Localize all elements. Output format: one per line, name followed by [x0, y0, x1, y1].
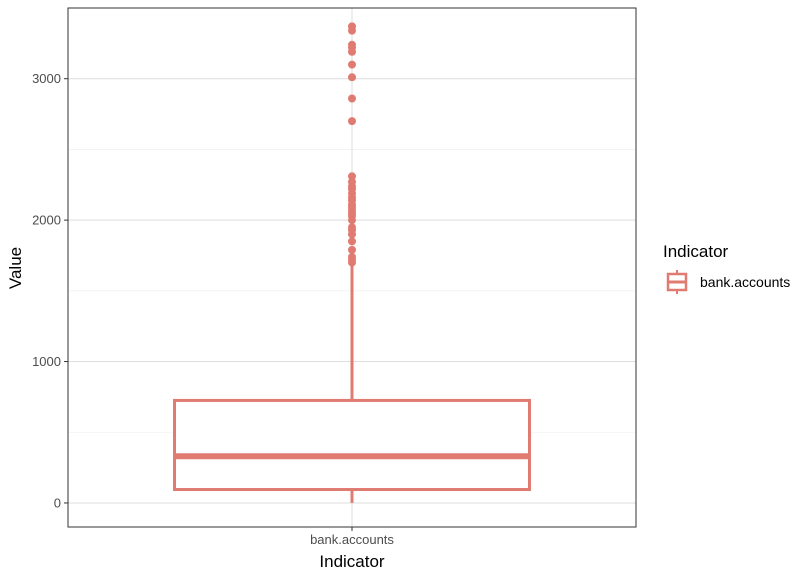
- outlier-point: [348, 237, 356, 246]
- outlier-point: [348, 117, 356, 126]
- outlier-point: [348, 60, 356, 69]
- outlier-point: [348, 172, 356, 181]
- y-axis-title: Value: [6, 247, 25, 289]
- outlier-point: [348, 22, 356, 31]
- axis-ticks: 0 1000 2000 3000 bank.accounts: [32, 71, 394, 547]
- box-layer: [173, 22, 531, 503]
- y-tick-label: 1000: [32, 354, 61, 369]
- y-tick-label: 3000: [32, 71, 61, 86]
- legend: Indicator bank.accounts: [663, 242, 790, 294]
- outlier-point: [348, 223, 356, 232]
- box-bank.accounts: [173, 22, 531, 503]
- legend-key-icon: [666, 270, 688, 294]
- outlier-point: [348, 73, 356, 82]
- outlier-point: [348, 252, 356, 261]
- legend-title: Indicator: [663, 242, 729, 261]
- legend-label: bank.accounts: [700, 274, 790, 290]
- x-tick-label: bank.accounts: [310, 532, 394, 547]
- outlier-point: [348, 177, 356, 186]
- outlier-point: [348, 40, 356, 49]
- outlier-point: [348, 94, 356, 103]
- y-tick-label: 0: [54, 495, 61, 510]
- iqr-box: [173, 398, 531, 492]
- x-axis-title: Indicator: [319, 552, 385, 571]
- y-tick-label: 2000: [32, 213, 61, 228]
- outlier-point: [348, 245, 356, 254]
